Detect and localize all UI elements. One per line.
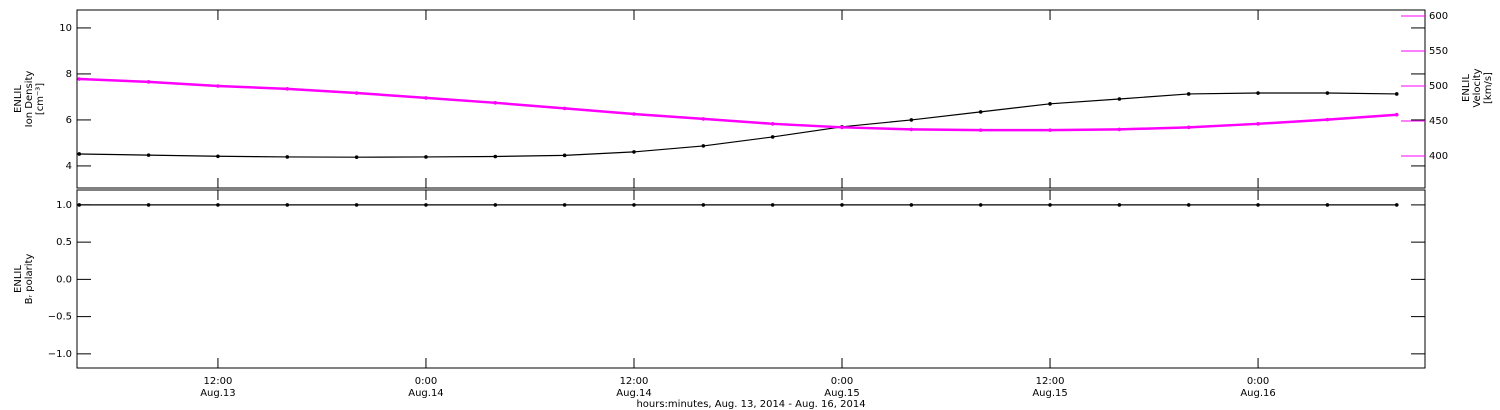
y-axis-title: ENLIL [13,85,24,113]
data-point [1117,203,1122,207]
data-point [1117,127,1122,132]
data-point [770,135,775,139]
data-point [701,203,706,207]
data-point [354,155,359,159]
data-point [1256,203,1260,207]
data-point [1256,91,1260,95]
y-tick-label: 1.0 [56,200,72,211]
y-tick-label: 10 [59,23,72,34]
data-point [632,150,636,154]
data-point [1325,203,1330,207]
x-tick-label: 0:00 [831,376,853,387]
y-axis-title: ENLIL [13,265,24,293]
y2-tick-label: 550 [1429,46,1448,57]
data-point [77,203,82,207]
data-point [770,203,775,207]
data-point [978,203,983,207]
y-axis-title: Bᵣ polarity [24,254,35,305]
x-tick-label: 0:00 [1247,376,1269,387]
y2-tick-label: 450 [1429,116,1448,127]
data-line [79,92,1397,158]
data-point [285,155,290,159]
y-tick-label: −1.0 [48,349,72,360]
data-point [285,87,290,91]
x-tick-date: Aug.15 [1032,388,1067,399]
data-point [1325,117,1330,122]
data-point [77,77,82,81]
data-point [701,144,706,148]
y-tick-label: 0.0 [56,274,72,285]
y2-axis-title: [km/s] [1483,72,1494,104]
y-axis-title: Ion Density [24,71,35,128]
data-point [770,122,775,126]
data-point [562,153,567,158]
y2-tick-label: 400 [1429,151,1448,162]
data-point [840,203,844,207]
data-point [77,152,82,156]
data-point [216,154,220,159]
x-tick-date: Aug.16 [1240,388,1275,399]
data-point [562,203,567,207]
data-point [1048,102,1052,106]
data-point [840,125,844,130]
plot-frame [76,9,1426,189]
y-tick-label: 0.5 [56,237,72,248]
data-point [632,112,636,116]
x-tick-date: Aug.15 [824,388,859,399]
data-point [285,203,290,207]
y-tick-label: −0.5 [48,312,72,323]
x-tick-label: 0:00 [415,376,437,387]
y2-tick-label: 600 [1429,11,1448,22]
data-line [79,77,1397,132]
y2-axis-title: Velocity [1472,68,1483,107]
y-tick-label: 4 [66,161,72,172]
data-point [216,203,220,207]
data-point [562,106,567,111]
data-point [354,203,359,207]
data-point [493,203,498,207]
data-point [354,91,359,95]
y-axis-title: [cm⁻³] [35,83,46,115]
y2-axis-title: ENLIL [1461,74,1472,102]
data-point [909,127,914,132]
y2-tick-label: 500 [1429,81,1448,92]
data-point [909,203,914,207]
x-tick-label: 12:00 [1036,376,1065,387]
data-point [701,117,706,121]
data-point [1394,112,1399,117]
data-point [978,110,983,114]
x-tick-date: Aug.14 [408,388,443,399]
x-axis-title: hours:minutes, Aug. 13, 2014 - Aug. 16, … [636,399,865,410]
data-point [1048,128,1052,132]
y-tick-label: 6 [66,115,72,126]
data-point [1186,125,1191,130]
data-point [1186,92,1191,96]
data-point [493,154,498,159]
data-point [632,203,636,207]
data-point [146,80,151,84]
data-point [1394,203,1399,207]
data-point [1048,203,1052,207]
data-point [424,96,428,100]
data-point [1186,203,1191,207]
data-point [1394,92,1399,96]
x-tick-label: 12:00 [620,376,649,387]
data-point [146,203,151,207]
y-tick-label: 8 [66,69,72,80]
data-point [493,101,498,105]
data-point [424,155,428,159]
data-point [424,203,428,207]
data-point [146,153,151,157]
x-tick-label: 12:00 [204,376,233,387]
data-point [1256,122,1260,126]
data-point [909,118,914,122]
x-tick-date: Aug.14 [616,388,651,399]
data-point [1117,97,1122,101]
data-point [1325,91,1330,95]
x-tick-date: Aug.13 [200,388,235,399]
data-point [978,128,983,132]
plot-frame [76,189,1426,369]
data-point [216,84,220,88]
